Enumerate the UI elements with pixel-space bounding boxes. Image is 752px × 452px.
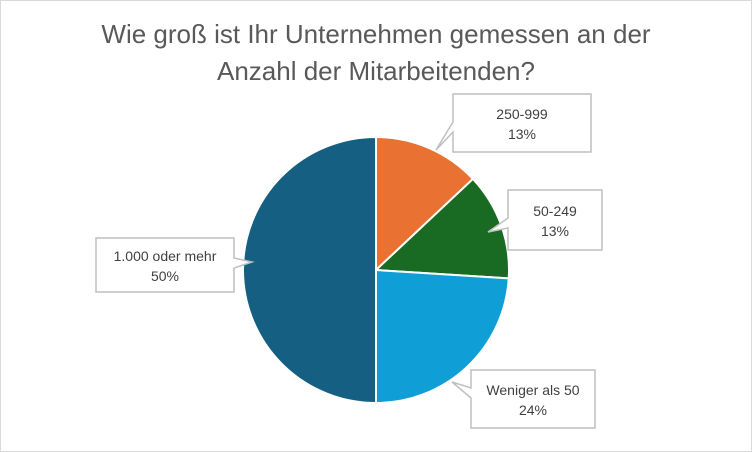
data-label-category: 250-999 [496, 106, 548, 122]
pie-slice-250-999 [375, 135, 475, 273]
data-label-1-000-oder-mehr: 1.000 oder mehr 50% [95, 237, 255, 293]
data-label-category: Weniger als 50 [486, 382, 579, 398]
data-label-category: 1.000 oder mehr [114, 248, 217, 264]
data-label-weniger-als-50: Weniger als 50 24% [451, 369, 596, 429]
callout-box [487, 189, 603, 251]
chart-title-line-2: Anzahl der Mitarbeitenden? [217, 56, 535, 86]
data-label-50-249: 50-249 13% [487, 189, 603, 251]
data-label-value: 50% [151, 268, 179, 284]
callout-box [435, 93, 592, 153]
pie-slice-weniger-als-50 [375, 268, 510, 405]
pie-slice-1-000-oder-mehr [242, 135, 377, 405]
callout-box [95, 237, 255, 293]
data-label-value: 13% [508, 126, 536, 142]
data-label-value: 24% [519, 402, 547, 418]
data-label-category: 50-249 [533, 203, 577, 219]
data-label-value: 13% [541, 223, 569, 239]
data-label-250-999: 250-999 13% [435, 93, 592, 153]
chart-title-line-1: Wie groß ist Ihr Unternehmen gemessen an… [101, 19, 651, 49]
chart-title: Wie groß ist Ihr Unternehmen gemessen an… [0, 16, 752, 90]
callout-box [451, 369, 596, 429]
